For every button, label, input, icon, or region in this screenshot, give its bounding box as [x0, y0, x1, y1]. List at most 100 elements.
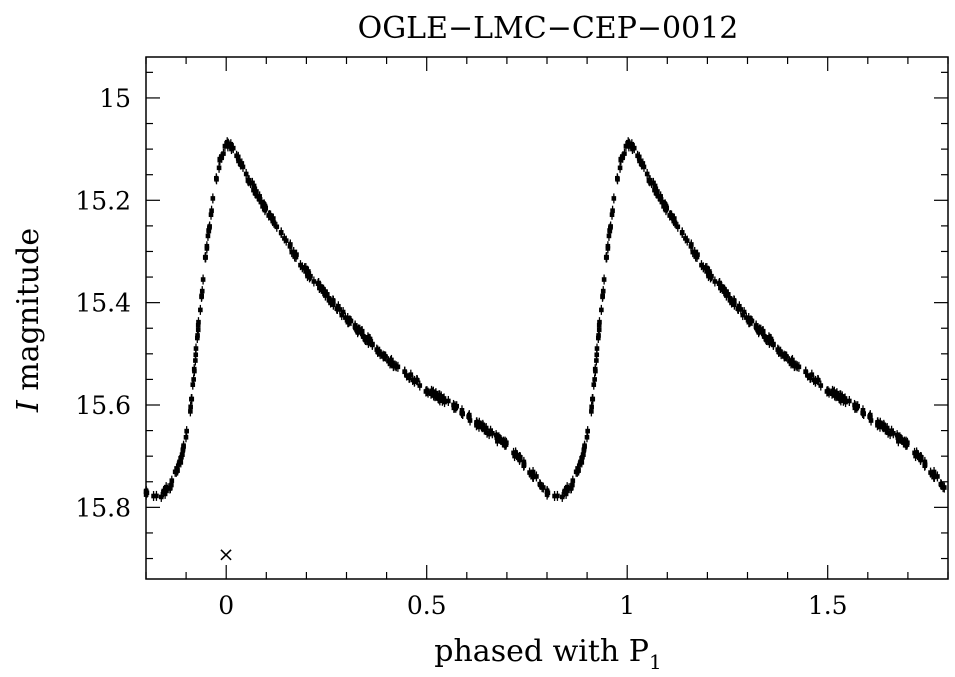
- data-point: [537, 479, 543, 490]
- x-tick-label: 1: [619, 591, 635, 620]
- data-point: [191, 364, 197, 375]
- data-point: [253, 188, 259, 199]
- data-point: [302, 263, 307, 274]
- x-axis-label: phased with P1: [434, 634, 661, 674]
- data-point: [818, 380, 824, 391]
- data-point: [402, 366, 407, 377]
- data-point: [690, 247, 696, 258]
- data-point: [476, 421, 482, 432]
- data-point: [467, 415, 473, 426]
- data-point: [521, 460, 527, 471]
- data-point: [251, 185, 256, 196]
- x-axis-label-text: phased with P: [434, 634, 649, 669]
- data-point: [278, 227, 284, 238]
- data-point: [316, 277, 321, 288]
- data-point: [175, 465, 180, 476]
- data-point: [834, 388, 840, 399]
- data-point: [513, 448, 519, 459]
- x-axis-label-subscript: 1: [649, 650, 662, 674]
- data-point: [352, 321, 358, 332]
- data-point: [270, 213, 275, 224]
- data-point: [589, 401, 594, 412]
- data-point: [374, 344, 380, 355]
- data-point: [339, 310, 345, 321]
- data-point: [732, 295, 737, 306]
- data-point: [902, 438, 908, 449]
- data-point: [596, 320, 602, 331]
- data-point: [607, 225, 612, 236]
- x-tick-label: 0.5: [407, 591, 447, 620]
- data-point: [922, 460, 928, 471]
- data-point: [877, 421, 883, 432]
- data-point: [259, 197, 265, 208]
- data-point: [590, 394, 595, 405]
- data-point: [683, 233, 688, 244]
- data-point: [891, 428, 896, 439]
- data-point: [609, 209, 615, 220]
- data-point: [274, 221, 280, 232]
- data-point: [636, 151, 642, 162]
- data-point: [775, 344, 781, 355]
- data-point: [517, 453, 522, 464]
- data-point: [566, 483, 572, 494]
- data-point: [210, 193, 216, 204]
- data-point: [544, 486, 550, 497]
- data-point: [208, 209, 214, 220]
- data-point: [198, 304, 203, 315]
- data-point: [165, 483, 171, 494]
- data-point: [712, 276, 718, 287]
- data-point: [652, 185, 657, 196]
- reference-marker: ×: [218, 542, 235, 566]
- data-point: [918, 453, 923, 464]
- data-point: [618, 154, 624, 165]
- data-point: [604, 252, 609, 263]
- data-point: [355, 325, 361, 336]
- data-point: [585, 426, 590, 437]
- data-point: [204, 243, 210, 254]
- data-point: [592, 364, 598, 375]
- data-point: [335, 303, 340, 314]
- data-point: [266, 210, 272, 221]
- data-point: [703, 263, 708, 274]
- data-point: [600, 286, 606, 297]
- y-tick-label: 15.8: [75, 493, 131, 522]
- data-point: [436, 390, 442, 401]
- data-point: [311, 276, 317, 287]
- data-point: [391, 361, 396, 372]
- data-point: [326, 293, 332, 304]
- data-point: [363, 335, 368, 346]
- data-point: [225, 139, 231, 150]
- y-axis-label-italic: I: [11, 399, 46, 413]
- y-tick-label: 15.2: [75, 186, 131, 215]
- data-point: [887, 429, 893, 440]
- data-point: [446, 395, 451, 406]
- data-point: [534, 471, 539, 482]
- data-point: [860, 405, 866, 416]
- data-point: [660, 197, 666, 208]
- axis-ticks: 0 0.5 1 1.5 15 15.2 15.4 15.6 15.8: [75, 57, 949, 620]
- data-point: [671, 213, 676, 224]
- data-point: [756, 325, 762, 336]
- data-point: [736, 303, 741, 314]
- data-point: [199, 286, 205, 297]
- data-point: [881, 421, 887, 432]
- data-point: [928, 467, 933, 478]
- data-point: [654, 188, 660, 199]
- data-point: [688, 241, 694, 252]
- data-point: [292, 251, 297, 262]
- data-point: [238, 159, 244, 170]
- data-point: [331, 295, 336, 306]
- y-tick-label: 15.6: [75, 391, 131, 420]
- data-point: [555, 490, 560, 501]
- data-point: [370, 339, 375, 350]
- data-point: [932, 471, 937, 482]
- data-point: [365, 332, 371, 343]
- data-point: [576, 465, 581, 476]
- plot-frame: [145, 56, 949, 580]
- data-point: [914, 448, 920, 459]
- data-point: [868, 415, 874, 426]
- data-point: [639, 159, 645, 170]
- data-point: [203, 252, 208, 263]
- data-point: [562, 486, 567, 497]
- data-point: [161, 486, 166, 497]
